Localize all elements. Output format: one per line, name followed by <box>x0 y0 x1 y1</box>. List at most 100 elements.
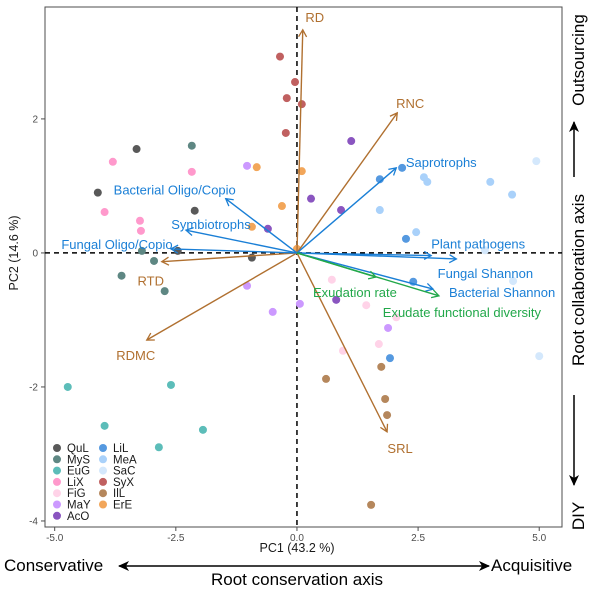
point-LiX <box>187 167 196 176</box>
loading-label-srl: SRL <box>387 441 412 456</box>
loading-label-exudation-rate: Exudation rate <box>313 285 397 300</box>
point-IlL <box>381 395 390 404</box>
legend-item-QuL: QuL <box>53 443 89 455</box>
point-IlL <box>367 500 376 509</box>
legend-swatch <box>99 489 107 498</box>
point-MeA <box>375 206 384 215</box>
loading-label-rtd: RTD <box>138 274 164 289</box>
acquisitive-label: Acquisitive <box>491 556 572 575</box>
point-AcO <box>307 194 316 203</box>
point-QuL <box>93 188 102 197</box>
point-ErE <box>252 163 261 172</box>
legend-item-AcO: AcO <box>53 511 89 523</box>
point-SyX <box>282 94 291 103</box>
x-tick-label: 2.5 <box>411 533 425 544</box>
loading-label-bacterial-shannon: Bacterial Shannon <box>449 285 555 300</box>
legend-swatch <box>99 444 107 452</box>
collaboration-axis-title: Root collaboration axis <box>569 194 588 366</box>
diy-label: DIY <box>569 502 588 530</box>
y-tick-label: -2 <box>29 382 38 393</box>
loading-arrow-fungal-shannon <box>296 252 458 264</box>
point-SaC <box>480 246 489 255</box>
loading-label-symbiotrophs: Symbiotrophs <box>171 217 251 232</box>
point-SaC <box>509 277 518 286</box>
conservation-axis-title: Root conservation axis <box>211 570 383 589</box>
legend-label: MyS <box>67 454 90 466</box>
x-axis-label: PC1 (43.2 %) <box>259 541 334 555</box>
loading-label-rdmc: RDMC <box>116 348 155 363</box>
point-AcO <box>337 206 346 215</box>
legend-label: MeA <box>113 454 137 466</box>
point-LiL <box>401 234 410 243</box>
x-tick-label: 5.0 <box>532 533 546 544</box>
point-EuG <box>198 425 207 434</box>
point-EuG <box>166 380 175 389</box>
loading-label-plant-pathogens: Plant pathogens <box>431 237 525 252</box>
loading-arrow-bacterial-shannon <box>296 252 435 292</box>
point-MyS <box>137 246 146 255</box>
loading-arrow-srl <box>296 252 389 434</box>
legend-swatch <box>53 444 61 452</box>
point-QuL <box>190 206 199 215</box>
legend-swatch <box>53 489 61 498</box>
x-tick-label: 0.0 <box>290 533 304 544</box>
point-QuL <box>132 145 141 154</box>
point-SyX <box>291 78 300 87</box>
point-FiG <box>362 301 371 310</box>
y-tick-label: -4 <box>29 516 38 527</box>
point-LiL <box>398 163 407 172</box>
point-AcO <box>332 295 341 304</box>
legend-label: LiL <box>113 443 129 455</box>
point-SaC <box>532 157 541 166</box>
point-MeA <box>423 177 432 186</box>
legend-item-SaC: SaC <box>99 466 135 478</box>
point-SyX <box>297 100 306 109</box>
point-EuG <box>63 382 72 391</box>
legend-label: EuG <box>67 466 90 478</box>
y-axis-label: PC2 (14.6 %) <box>7 215 21 290</box>
loading-arrow-rdmc <box>145 252 298 341</box>
loading-arrow-rtd <box>160 252 298 266</box>
point-MyS <box>160 287 169 296</box>
loading-arrow-rnc <box>296 111 399 254</box>
legend-label: MaY <box>67 500 91 512</box>
point-MaY <box>295 299 304 308</box>
loading-label-fungal-shannon: Fungal Shannon <box>438 266 533 281</box>
legend-item-MaY: MaY <box>53 500 91 512</box>
legend-swatch <box>99 477 107 486</box>
legend-swatch <box>53 511 61 520</box>
x-tick-label: -5.0 <box>46 533 64 544</box>
loading-arrow-exudate-functional-diversity <box>296 252 441 299</box>
loading-label-fungal-oligo-copio: Fungal Oligo/Copio <box>61 237 172 252</box>
legend-item-LiL: LiL <box>99 443 129 455</box>
point-IlL <box>377 362 386 371</box>
point-EuG <box>154 443 163 452</box>
loading-label-exudate-functional-diversity: Exudate functional diversity <box>383 305 542 320</box>
point-MeA <box>412 228 421 237</box>
legend-item-FiG: FiG <box>53 488 86 500</box>
point-ErE <box>277 202 286 211</box>
legend-label: ErE <box>113 500 133 512</box>
x-tick-label: -2.5 <box>167 533 185 544</box>
point-FiG <box>392 313 401 322</box>
point-LiX <box>136 226 145 235</box>
legend-item-LiX: LiX <box>53 477 84 489</box>
point-IlL <box>322 374 331 383</box>
legend-swatch <box>53 455 61 464</box>
point-QuL <box>173 246 182 255</box>
point-LiL <box>375 175 384 184</box>
point-SyX <box>276 52 284 61</box>
point-MaY <box>384 323 393 332</box>
legend-swatch <box>53 500 61 509</box>
point-MyS <box>187 141 196 150</box>
legend-item-IlL: IlL <box>99 488 126 500</box>
legend-label: LiX <box>67 477 84 489</box>
legend-item-MyS: MyS <box>53 454 90 466</box>
loading-arrow-symbiotrophs <box>184 227 298 254</box>
point-FiG <box>374 340 383 349</box>
point-EuG <box>100 421 109 430</box>
y-tick-label: 0 <box>32 248 38 259</box>
y-tick-label: 2 <box>32 114 38 125</box>
loading-label-bacterial-oligo-copio: Bacterial Oligo/Copio <box>114 183 236 198</box>
